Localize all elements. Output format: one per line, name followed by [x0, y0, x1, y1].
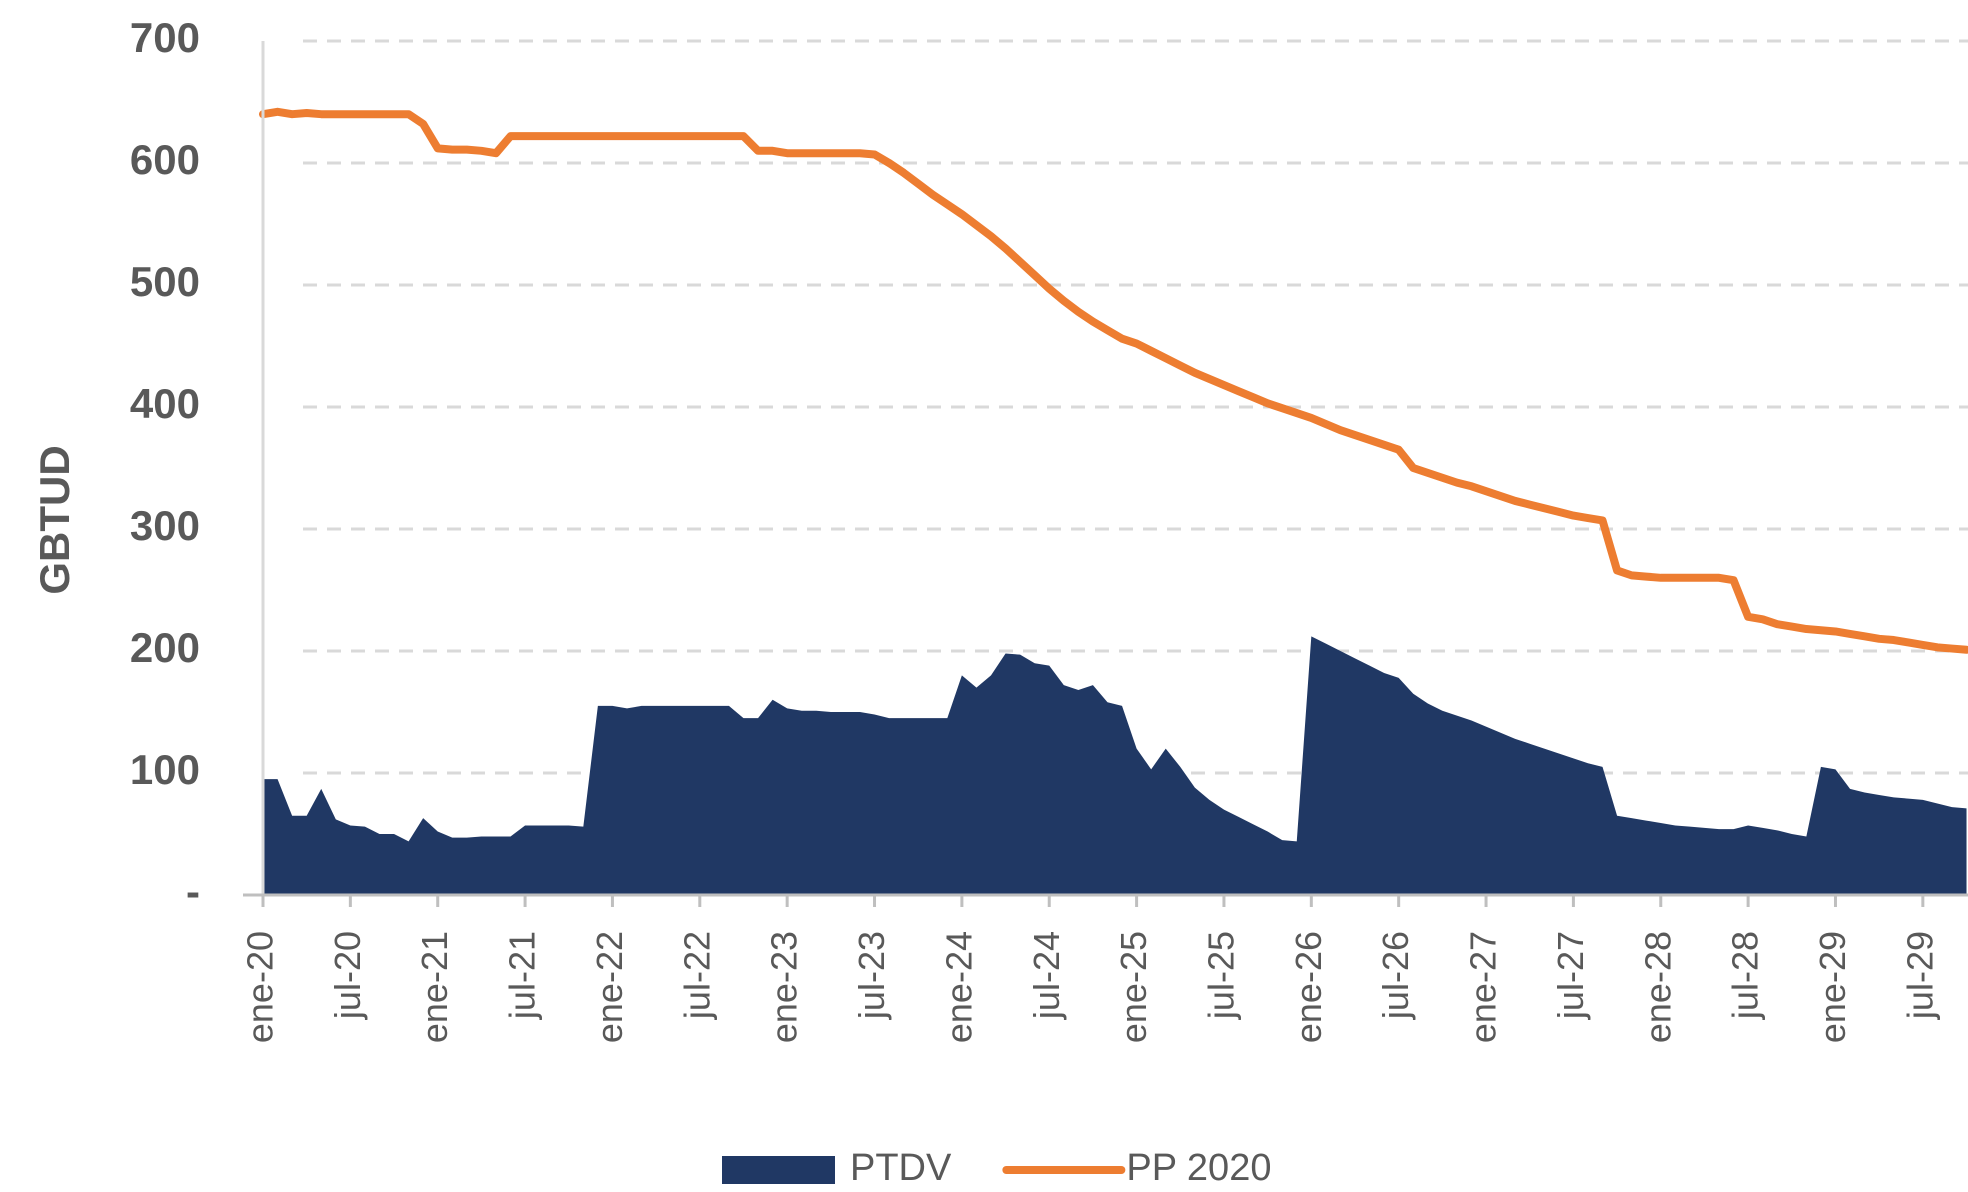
x-tick-label: ene-28: [1637, 931, 1678, 1043]
y-tick-label: 700: [130, 14, 200, 61]
x-tick-label: ene-24: [938, 931, 979, 1043]
legend-label: PTDV: [850, 1147, 952, 1189]
x-tick-label: jul-29: [1899, 931, 1940, 1020]
y-tick-label: 200: [130, 624, 200, 671]
x-tick-label: jul-23: [851, 931, 892, 1020]
y-axis-title: GBTUD: [31, 445, 78, 594]
x-tick-label: ene-23: [764, 931, 805, 1043]
x-tick-label: jul-27: [1550, 931, 1591, 1020]
x-tick-label: jul-24: [1026, 931, 1067, 1020]
x-tick-label: jul-20: [327, 931, 368, 1020]
legend-label: PP 2020: [1126, 1147, 1271, 1189]
x-tick-label: ene-21: [414, 931, 455, 1043]
x-tick-label: ene-27: [1463, 931, 1504, 1043]
x-tick-label: jul-22: [676, 931, 717, 1020]
x-tick-label: jul-26: [1375, 931, 1416, 1020]
y-tick-label: -: [186, 868, 200, 915]
line: [259, 107, 1968, 654]
x-tick-label: ene-20: [240, 931, 281, 1043]
area: [263, 636, 1967, 895]
x-tick-label: jul-28: [1725, 931, 1766, 1020]
x-tick-label: jul-21: [502, 931, 543, 1020]
y-tick-label: 300: [130, 502, 200, 549]
y-tick-label: 100: [130, 746, 200, 793]
legend-swatch: [722, 1156, 835, 1184]
x-tick-label: ene-29: [1812, 931, 1853, 1043]
x-tick-label: ene-25: [1113, 931, 1154, 1043]
y-tick-label: 600: [130, 136, 200, 183]
x-tick-label: ene-22: [589, 931, 630, 1043]
x-tick-label: ene-26: [1288, 931, 1329, 1043]
y-tick-label: 400: [130, 380, 200, 427]
x-tick-label: jul-25: [1200, 931, 1241, 1020]
y-tick-label: 500: [130, 258, 200, 305]
